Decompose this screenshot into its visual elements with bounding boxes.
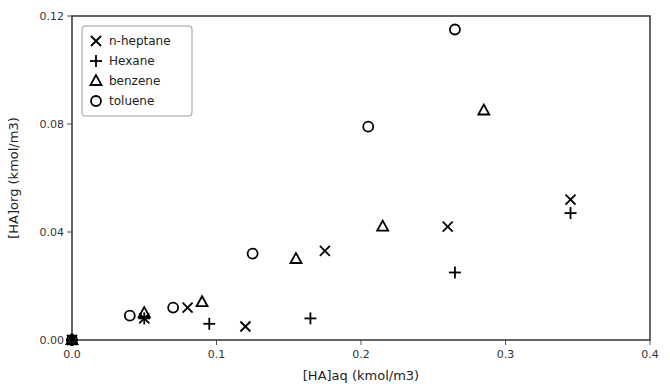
point — [363, 122, 373, 132]
series — [67, 25, 460, 346]
series — [67, 105, 490, 345]
series — [66, 207, 577, 346]
x-tick-label: 0.1 — [208, 348, 226, 361]
x-axis-label: [HA]aq (kmol/m3) — [303, 368, 419, 383]
point — [377, 221, 388, 231]
x-tick-label: 0.4 — [641, 348, 659, 361]
point — [66, 334, 78, 346]
y-tick-label: 0.12 — [40, 10, 65, 23]
point — [139, 307, 150, 317]
point — [168, 303, 178, 313]
point — [125, 311, 135, 321]
legend-box — [82, 26, 192, 116]
point — [290, 253, 301, 263]
point — [240, 322, 250, 332]
chart: 0.0 0.1 0.2 0.3 0.4 0.00 0.04 0.08 0.12 [HA]aq (k… — [0, 0, 670, 392]
axes: 0.0 0.1 0.2 0.3 0.4 0.00 0.04 0.08 0.12 — [40, 10, 659, 361]
y-tick-label: 0.08 — [40, 118, 65, 131]
y-tick-label: 0.04 — [40, 226, 65, 239]
legend-marker — [91, 96, 101, 106]
point — [478, 105, 489, 115]
point — [320, 246, 330, 256]
legend: n-heptane Hexane benzene toluene — [82, 26, 192, 116]
point — [248, 249, 258, 259]
plot-area — [66, 25, 577, 347]
legend-marker — [91, 75, 102, 85]
y-tick-label: 0.00 — [40, 334, 65, 347]
legend-marker — [91, 36, 101, 46]
series — [67, 195, 576, 345]
legend-label: benzene — [109, 74, 160, 88]
legend-label: toluene — [109, 94, 154, 108]
point — [449, 267, 461, 279]
x-tick-label: 0.3 — [497, 348, 515, 361]
plot-frame — [72, 16, 650, 340]
point — [443, 222, 453, 232]
point — [183, 303, 193, 313]
legend-label: n-heptane — [109, 34, 171, 48]
legend-label: Hexane — [109, 54, 155, 68]
point — [67, 335, 77, 345]
x-tick-label: 0.2 — [352, 348, 370, 361]
point — [197, 296, 208, 306]
point — [566, 195, 576, 205]
point — [565, 207, 577, 219]
legend-marker — [90, 55, 102, 67]
point — [203, 318, 215, 330]
x-tick-label: 0.0 — [63, 348, 81, 361]
point — [67, 334, 78, 344]
point — [304, 312, 316, 324]
y-axis-label: [HA]org (kmol/m3) — [6, 117, 21, 238]
point — [67, 335, 77, 345]
point — [450, 25, 460, 35]
